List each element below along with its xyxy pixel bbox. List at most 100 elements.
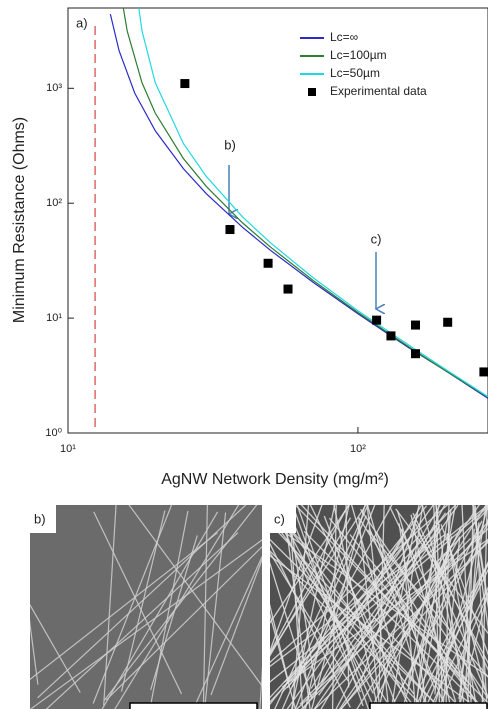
nanowire bbox=[270, 603, 289, 682]
nanowire bbox=[366, 505, 390, 709]
nanowire bbox=[367, 529, 488, 678]
nanowire bbox=[45, 532, 239, 709]
nanowire bbox=[328, 517, 484, 709]
nanowire bbox=[295, 528, 488, 709]
x-axis-title: AgNW Network Density (mg/m²) bbox=[161, 471, 389, 488]
nanowire bbox=[270, 561, 313, 699]
nanowire bbox=[418, 505, 457, 709]
nanowire bbox=[270, 505, 367, 655]
nanowire bbox=[474, 534, 488, 632]
nanowire bbox=[270, 505, 323, 653]
nanowire bbox=[440, 524, 488, 656]
y-tick-label: 10³ bbox=[46, 82, 62, 94]
label-box bbox=[30, 505, 56, 533]
nanowire bbox=[294, 505, 376, 709]
nanowire bbox=[481, 505, 488, 709]
nanowire bbox=[415, 523, 488, 699]
sem-images: b) c) bbox=[30, 505, 488, 709]
legend-label: Experimental data bbox=[330, 84, 427, 98]
nanowire bbox=[30, 539, 262, 709]
nanowire bbox=[311, 505, 366, 709]
nanowire bbox=[192, 555, 262, 709]
nanowire bbox=[259, 666, 262, 709]
nanowire bbox=[270, 507, 463, 709]
data-point bbox=[263, 258, 273, 268]
data-point bbox=[443, 317, 453, 327]
nanowire bbox=[345, 505, 350, 688]
nanowire bbox=[442, 537, 461, 709]
nanowire bbox=[458, 505, 487, 700]
nanowire bbox=[270, 505, 488, 683]
nanowire bbox=[283, 506, 488, 683]
annotation: b) bbox=[224, 137, 236, 152]
y-tick-label: 10¹ bbox=[46, 312, 62, 324]
nanowire bbox=[320, 536, 404, 683]
nanowire bbox=[270, 517, 352, 657]
y-tick-label: 10⁰ bbox=[45, 427, 62, 439]
nanowire bbox=[37, 505, 247, 699]
curve bbox=[138, 8, 488, 398]
image-label: c) bbox=[274, 511, 285, 526]
nanowire bbox=[303, 530, 473, 700]
legend-label: Lc=100µm bbox=[330, 48, 387, 62]
nanowire bbox=[461, 505, 473, 709]
nanowire bbox=[105, 545, 262, 701]
label-box bbox=[270, 505, 296, 533]
nanowire bbox=[30, 603, 81, 693]
nanowire bbox=[128, 505, 262, 687]
x-tick-label: 10² bbox=[350, 443, 366, 455]
nanowire bbox=[290, 505, 336, 709]
nanowire bbox=[302, 512, 447, 709]
data-point bbox=[283, 284, 293, 294]
sem-background bbox=[30, 505, 262, 709]
legend-swatch bbox=[308, 88, 316, 96]
nanowire bbox=[210, 558, 262, 696]
curve bbox=[122, 8, 488, 398]
nanowire bbox=[30, 619, 39, 685]
scale-bar bbox=[369, 702, 488, 709]
nanowire bbox=[401, 536, 453, 709]
scale-bar bbox=[129, 702, 258, 709]
nanowire bbox=[310, 505, 423, 689]
nanowire bbox=[360, 513, 419, 682]
curve bbox=[109, 14, 488, 399]
y-tick-label: 10² bbox=[46, 197, 62, 209]
data-point bbox=[225, 225, 235, 235]
nanowire bbox=[467, 507, 474, 709]
nanowire bbox=[103, 505, 258, 702]
nanowire bbox=[401, 528, 416, 709]
data-point bbox=[411, 349, 421, 359]
nanowire bbox=[471, 505, 488, 610]
nanowire bbox=[292, 505, 364, 707]
sem-image bbox=[30, 505, 262, 709]
x-tick-label: 10¹ bbox=[60, 443, 76, 455]
annotation: c) bbox=[371, 231, 382, 246]
legend-label: Lc=50µm bbox=[330, 66, 380, 80]
nanowire bbox=[376, 531, 435, 688]
nanowire bbox=[30, 532, 218, 681]
nanowire bbox=[398, 520, 483, 694]
nanowire bbox=[92, 505, 173, 704]
nanowire bbox=[323, 515, 399, 709]
nanowire bbox=[360, 508, 488, 700]
annotation: a) bbox=[76, 15, 88, 30]
nanowire bbox=[93, 511, 183, 695]
plot-frame bbox=[67, 7, 488, 434]
data-point bbox=[386, 331, 396, 341]
nanowire bbox=[281, 515, 367, 709]
nanowire bbox=[358, 517, 481, 709]
nanowire bbox=[296, 505, 370, 709]
nanowire bbox=[335, 505, 446, 709]
data-point bbox=[479, 367, 488, 377]
sem-image bbox=[270, 505, 488, 709]
nanowire bbox=[464, 522, 480, 681]
nanowire bbox=[412, 512, 488, 671]
nanowire bbox=[202, 505, 208, 709]
plot-area bbox=[94, 8, 488, 427]
nanowire bbox=[358, 518, 381, 709]
data-point bbox=[372, 315, 382, 325]
image-label: b) bbox=[34, 511, 46, 526]
y-axis-title: Minimum Resistance (Ohms) bbox=[11, 117, 28, 323]
legend-label: Lc=∞ bbox=[330, 30, 358, 44]
